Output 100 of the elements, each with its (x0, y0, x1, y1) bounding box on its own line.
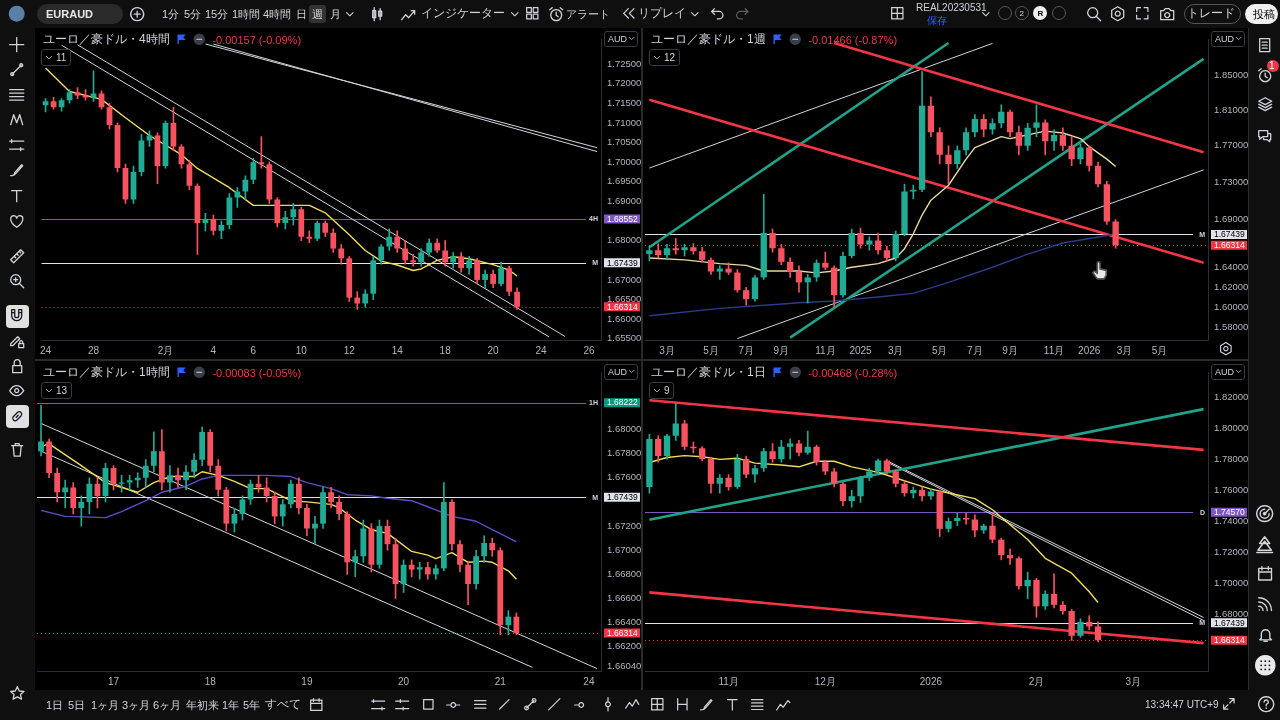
x-tick-label: 9月 (1002, 344, 1018, 356)
y-tick-label: 1.81000 (1214, 103, 1249, 115)
text: 15分 (205, 8, 229, 21)
ref-line-label: 1.67439 (607, 257, 638, 268)
toggle-button: 11 (41, 49, 72, 66)
text: 5分 (184, 8, 202, 21)
y-tick-label: 1.72000 (1214, 545, 1249, 557)
text: 13:34:47 UTC+9 (1145, 699, 1219, 711)
y-tick-label: 1.66400 (607, 616, 642, 628)
text: 保存 (927, 15, 947, 27)
y-tick-label: 1.69000 (1214, 213, 1249, 225)
y-tick-label: 1.70000 (607, 155, 642, 167)
y-axis-title: AUD (608, 34, 628, 44)
x-tick-label: 12 (343, 344, 356, 356)
x-tick-label: 5月 (703, 344, 719, 356)
x-tick-label: 3月 (1125, 675, 1142, 687)
y-tick-label: 1.68000 (1214, 607, 1249, 619)
ref-line-label: 1.66314 (1214, 635, 1245, 646)
x-tick-label: 24 (535, 344, 548, 356)
x-tick-label: 3月 (659, 344, 675, 356)
annotation: 11 (55, 52, 67, 63)
y-axis-title: AUD (1215, 367, 1235, 377)
chart-title: ユーロ／豪ドル・1日 (651, 364, 766, 381)
y-tick-label: 1.76000 (1214, 483, 1249, 495)
ref-line-label: 1.66314 (607, 301, 638, 312)
y-tick-label: 1.68000 (607, 423, 642, 435)
text: 1年 (222, 699, 240, 712)
y-tick-label: 1.72500 (607, 57, 642, 69)
toggle-button: 12 (649, 49, 680, 66)
x-tick-label: 2月 (157, 344, 174, 356)
x-tick-label: 7月 (967, 344, 983, 356)
unit-button: AUD (1211, 31, 1245, 47)
y-tick-label: 1.70000 (1214, 576, 1249, 588)
y-tick-label: 1.78000 (1214, 452, 1249, 464)
y-tick-label: 1.64000 (1214, 261, 1249, 273)
y-tick-label: 1.58000 (1214, 320, 1249, 332)
y-tick-label: 1.67600 (607, 471, 642, 483)
text: 投稿 (1253, 8, 1275, 21)
annotation: 12 (663, 52, 675, 63)
x-tick-label: 9月 (773, 344, 790, 356)
text: すべて (265, 697, 301, 712)
x-tick-label: 10 (295, 344, 308, 356)
text: 5年 (243, 699, 261, 712)
toggle-button: 9 (649, 382, 675, 399)
text: 1時間 (232, 8, 261, 21)
text: 6ヶ月 (153, 699, 182, 712)
y-tick-label: 1.66040 (607, 659, 642, 671)
x-tick-label: 2025 (849, 344, 873, 356)
y-tick-label: 1.67200 (607, 519, 642, 531)
text: 年初来 (186, 699, 219, 712)
text: 月 (330, 8, 341, 21)
y-tick-label: 1.67800 (607, 447, 642, 459)
y-tick-label: 1.62000 (1214, 280, 1249, 292)
y-tick-label: 1.72000 (607, 77, 642, 89)
text: REAL20230531 (916, 2, 987, 14)
chart-title: ユーロ／豪ドル・4時間 (43, 31, 170, 48)
x-tick-label: 2月 (1028, 675, 1045, 687)
text: 1分 (162, 8, 180, 21)
text: インジケーター (421, 6, 505, 21)
x-tick-label: 2026 (1078, 344, 1101, 356)
text: 1日 (46, 699, 64, 712)
unit-button: AUD (1211, 364, 1245, 380)
y-tick-label: 1.67000 (607, 273, 642, 285)
x-tick-label: 24 (40, 344, 52, 356)
text: 2 (1019, 9, 1024, 19)
y-tick-label: 1.73000 (1214, 175, 1249, 187)
x-tick-label: 18 (204, 675, 217, 687)
y-tick-label: 1.69500 (607, 175, 642, 187)
x-tick-label: 12月 (814, 675, 836, 687)
chart-subtitle: -0.01466 (-0.87%) (808, 33, 898, 46)
toggle-button: 13 (41, 382, 72, 399)
text: リプレイ (638, 6, 686, 21)
text: 日 (296, 8, 307, 21)
text: 5日 (68, 699, 86, 712)
x-tick-label: 21 (494, 675, 507, 687)
annotation: 9 (663, 385, 670, 396)
y-tick-label: 1.67000 (607, 543, 642, 555)
text: R (1037, 9, 1044, 19)
y-tick-label: 1.69000 (607, 195, 642, 207)
y-axis-title: AUD (1215, 34, 1235, 44)
text: トレード (1187, 6, 1235, 21)
ref-line-label: 1.68552 (607, 213, 638, 224)
ref-line-label: 1.66314 (1214, 240, 1245, 251)
x-tick-label: 14 (391, 344, 404, 356)
x-tick-label: 17 (107, 675, 120, 687)
text: 4時間 (263, 8, 292, 21)
x-tick-label: 3月 (1116, 344, 1133, 356)
unit-button: AUD (604, 31, 638, 47)
y-tick-label: 1.66600 (607, 592, 642, 604)
y-tick-label: 1.66200 (607, 640, 642, 652)
chart-subtitle: -0.00083 (-0.05%) (212, 366, 302, 379)
ref-line-label: 1.66314 (607, 627, 638, 638)
annotation: 13 (55, 385, 67, 396)
text: アラート (566, 8, 610, 21)
y-axis-title: AUD (608, 367, 628, 377)
x-tick-label: 5月 (1151, 344, 1168, 356)
y-tick-label: 1.66000 (607, 312, 642, 324)
y-tick-label: 1.60000 (1214, 300, 1249, 312)
chart-title: ユーロ／豪ドル・1時間 (43, 364, 170, 381)
y-tick-label: 1.80000 (1214, 421, 1249, 433)
